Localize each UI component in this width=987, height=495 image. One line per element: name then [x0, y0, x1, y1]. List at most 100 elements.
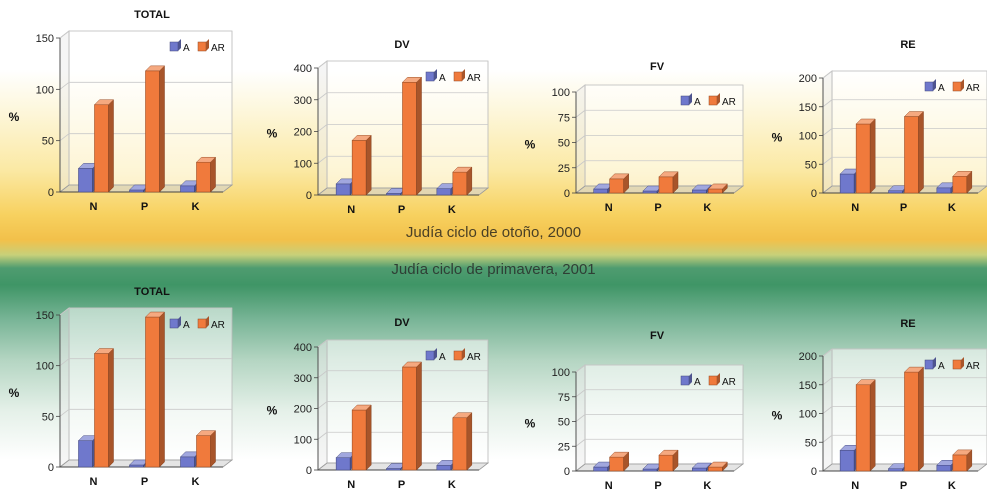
bar-top-AR: [609, 173, 630, 180]
y-tick-label: 50: [42, 136, 54, 148]
y-tick-label: 100: [552, 367, 570, 379]
spring-season-label: Judía ciclo de primavera, 2001: [391, 261, 596, 278]
bar-top-AR: [351, 404, 372, 411]
x-tick-label: K: [448, 204, 456, 216]
legend-swatch-side: [178, 39, 181, 51]
y-tick-label: 0: [811, 466, 817, 478]
legend-swatch-A: [425, 350, 435, 361]
legend-swatch-side: [961, 357, 964, 369]
gridline-side: [59, 30, 70, 39]
x-tick-label: K: [192, 201, 200, 213]
bar-A: [642, 190, 658, 194]
y-tick-label: 100: [799, 131, 817, 143]
bar-top-A: [691, 462, 712, 469]
legend-swatch-side: [717, 373, 720, 385]
x-tick-label: P: [654, 480, 661, 492]
legend-label-A: A: [439, 352, 446, 363]
bar-top-AR: [452, 412, 473, 418]
legend-swatch-side: [462, 348, 465, 360]
bar-AR: [658, 454, 674, 472]
bar-AR: [402, 366, 417, 471]
y-axis-label: %: [772, 131, 783, 145]
chart-4: 0 50 100 150 200 RE% N P K A AR: [772, 39, 987, 214]
y-tick-label: 400: [294, 342, 312, 354]
bar-side-AR: [210, 156, 216, 193]
legend-swatch-AR: [453, 350, 463, 361]
gridline-side: [317, 124, 328, 132]
y-tick-label: 200: [294, 404, 312, 416]
bar-side-AR: [918, 110, 924, 194]
legend-swatch-side: [434, 348, 437, 360]
y-tick-label: 50: [805, 159, 817, 171]
y-tick-label: 400: [294, 63, 312, 75]
bar-top-AR: [195, 156, 217, 163]
bar-AR: [609, 178, 624, 194]
bar-A: [78, 168, 93, 193]
legend-swatch-side: [933, 357, 936, 369]
bar-top-A: [691, 184, 712, 191]
gridline-side: [575, 414, 586, 422]
x-tick-label: K: [703, 202, 711, 214]
gridline-side: [822, 99, 833, 108]
chart-3: 0 25 50 75 100 FV% N P K A AR: [525, 61, 745, 214]
plot-side-wall: [59, 307, 70, 468]
bar-A: [593, 188, 608, 194]
gridline-side: [317, 370, 328, 379]
bar-top-AR: [952, 171, 973, 177]
autumn-season-label: Judía ciclo de otoño, 2000: [405, 224, 582, 241]
bar-A: [335, 457, 351, 471]
y-tick-label: 0: [306, 465, 312, 477]
bar-AR: [952, 454, 968, 472]
bar-A: [335, 183, 351, 196]
bar-AR: [904, 371, 919, 472]
bar-top-AR: [93, 348, 115, 354]
legend-swatch-side: [933, 79, 936, 91]
gridline-side: [575, 160, 586, 169]
legend-swatch-AR: [952, 359, 962, 370]
bar-AR: [708, 188, 723, 194]
bar-top-AR: [658, 449, 679, 456]
y-tick-label: 50: [805, 437, 817, 449]
bar-AR: [196, 435, 211, 468]
bar-AR: [351, 140, 367, 196]
gridline-side: [59, 409, 70, 417]
y-axis-label: %: [9, 110, 20, 124]
bar-AR: [145, 70, 160, 193]
legend-swatch-side: [206, 316, 209, 328]
bar-top-AR: [144, 311, 166, 318]
bar-side-AR: [918, 366, 924, 472]
y-tick-label: 100: [799, 409, 817, 421]
bar-A: [436, 465, 452, 471]
legend-label-AR: AR: [211, 320, 225, 331]
bar-top-AR: [855, 379, 876, 385]
legend-swatch-side: [462, 69, 465, 81]
y-tick-label: 100: [36, 84, 54, 96]
legend-swatch-AR: [453, 71, 463, 82]
x-tick-label: N: [605, 480, 613, 492]
legend-swatch-AR: [708, 95, 718, 106]
bar-top-AR: [93, 99, 115, 105]
bar-AR: [94, 353, 109, 468]
legend-swatch-side: [689, 93, 692, 105]
bar-top-AR: [452, 166, 473, 173]
bar-side-AR: [869, 379, 876, 472]
gridline-side: [822, 70, 833, 79]
bar-top-AR: [855, 118, 876, 125]
bar-top-AR: [707, 183, 728, 190]
gridline-side: [822, 348, 833, 357]
y-tick-label: 150: [36, 310, 54, 322]
legend-label-A: A: [439, 73, 446, 84]
legend-swatch-A: [680, 375, 690, 386]
bar-side-AR: [108, 99, 114, 193]
legend-label-A: A: [938, 83, 945, 94]
bar-side-AR: [210, 429, 216, 468]
bar-A: [692, 467, 707, 472]
gridline-side: [822, 377, 833, 386]
legend-swatch-A: [169, 318, 179, 329]
y-axis-label: %: [525, 138, 536, 152]
bar-top-AR: [658, 171, 679, 178]
legend-swatch-A: [924, 359, 934, 370]
y-tick-label: 50: [558, 138, 570, 150]
gridline-side: [317, 401, 328, 409]
bar-side-AR: [365, 134, 372, 196]
